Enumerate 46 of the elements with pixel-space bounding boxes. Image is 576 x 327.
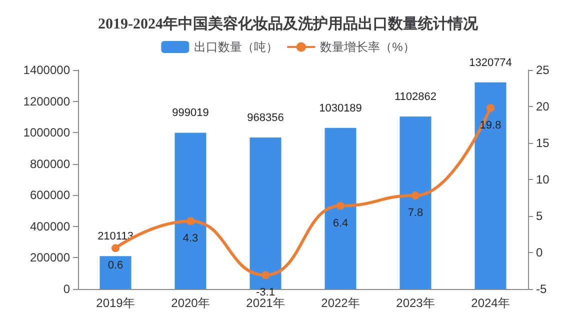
bar <box>174 132 206 289</box>
y-tick-label: 200000 <box>30 250 70 265</box>
data-label: 6.4 <box>332 217 348 230</box>
bar <box>324 128 356 289</box>
point <box>486 104 494 112</box>
x-tick-label: 2023年 <box>396 296 435 310</box>
data-label: 968356 <box>247 112 284 124</box>
y2-tick-label: 0 <box>536 246 543 260</box>
data-label: 1320774 <box>469 56 512 69</box>
x-tick-label: 2020年 <box>171 296 210 310</box>
y-tick-label: 1000000 <box>23 126 70 140</box>
y-tick-label: 0 <box>63 282 70 296</box>
data-label: 999019 <box>172 107 209 120</box>
point <box>336 202 344 210</box>
point <box>262 271 270 280</box>
y-tick-label: 400000 <box>30 219 70 234</box>
x-tick-label: 2024年 <box>471 296 510 310</box>
y2-tick-label: 5 <box>536 209 543 223</box>
legend-label: 数量增长率（%） <box>320 40 415 54</box>
y-tick-label: 600000 <box>30 188 70 202</box>
y-tick-label: 1200000 <box>23 94 70 108</box>
y-tick-label: 800000 <box>30 156 70 171</box>
bar <box>400 116 432 289</box>
y2-tick-label: -5 <box>536 282 547 296</box>
y2-tick-label: 10 <box>536 172 550 186</box>
data-label: 4.3 <box>182 232 198 245</box>
point <box>112 244 120 252</box>
bar <box>100 256 132 289</box>
y-tick-label: 1400000 <box>23 63 70 77</box>
x-tick-label: 2019年 <box>96 296 135 310</box>
y2-tick-label: 20 <box>536 100 550 114</box>
y2-tick-label: 25 <box>536 63 550 77</box>
chart-title: 2019-2024年中国美容化妆品及洗护用品出口数量统计情况 <box>98 14 479 32</box>
bar <box>474 82 506 289</box>
data-label: -3.1 <box>256 286 275 299</box>
point <box>186 217 194 226</box>
x-tick-label: 2022年 <box>321 296 360 310</box>
point <box>412 192 420 200</box>
data-label: 7.8 <box>408 207 424 220</box>
legend-label: 出口数量（吨） <box>194 40 278 54</box>
data-label: 1102862 <box>394 90 437 103</box>
x-tick-label: 2021年 <box>246 296 285 310</box>
data-label: 0.6 <box>108 260 124 272</box>
y2-tick-label: 15 <box>536 136 550 150</box>
bar <box>250 138 282 289</box>
data-label: 1030189 <box>319 102 362 114</box>
